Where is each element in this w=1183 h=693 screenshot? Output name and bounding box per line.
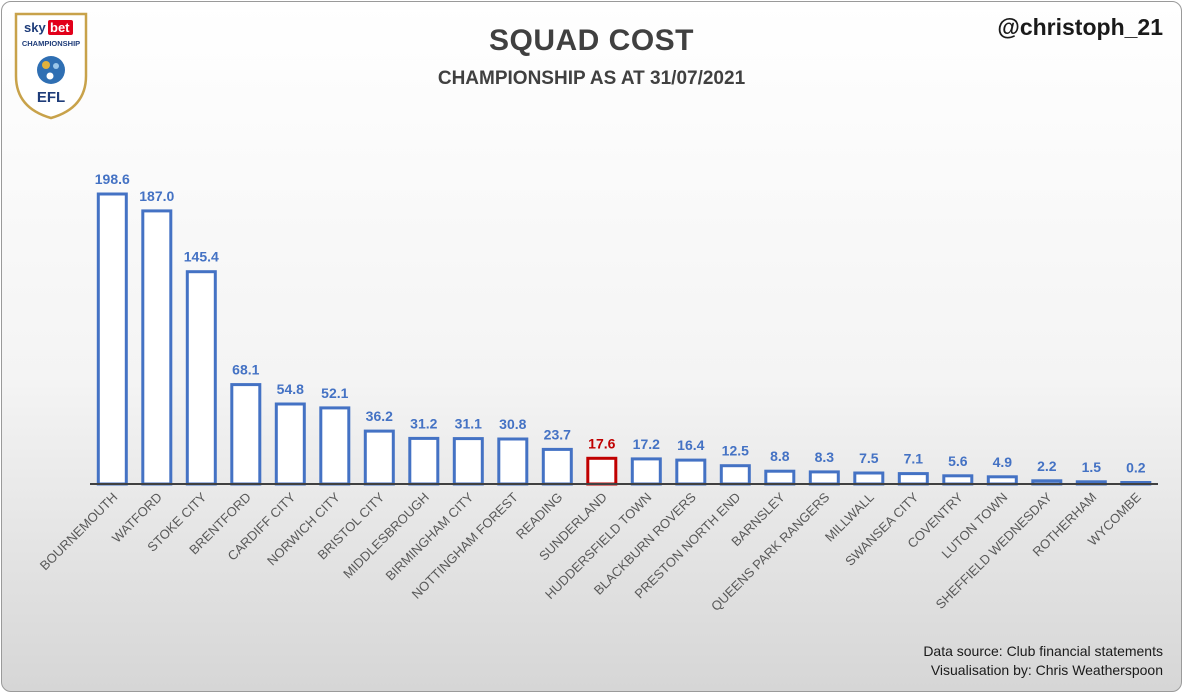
bar-value-label: 198.6	[95, 171, 130, 187]
bar	[719, 464, 751, 486]
logo-text-bet: bet	[50, 20, 70, 35]
logo-text-sky: sky	[24, 20, 46, 35]
bar-value-label: 31.2	[410, 415, 437, 431]
bar-value-label: 36.2	[366, 408, 393, 424]
bar-value-label: 30.8	[499, 416, 526, 432]
bar-value-label: 0.2	[1126, 460, 1146, 476]
author-handle: @christoph_21	[997, 14, 1163, 40]
bar-value-label: 17.2	[633, 436, 660, 452]
bar	[452, 437, 484, 486]
source-note: Data source: Club financial statements V…	[923, 642, 1163, 680]
category-label: BOURNEMOUTH	[37, 490, 121, 574]
bar	[764, 469, 796, 486]
bar	[319, 406, 351, 486]
bar-value-label: 187.0	[139, 188, 174, 204]
bar	[185, 270, 217, 486]
chart-subtitle: CHAMPIONSHIP AS AT 31/07/2021	[437, 68, 746, 89]
bar-value-label: 1.5	[1082, 459, 1102, 475]
chart-title: SQUAD COST	[488, 24, 694, 57]
bar	[630, 457, 662, 486]
bar-value-label: 68.1	[232, 362, 259, 378]
visualisation-credit-text: Visualisation by: Chris Weatherspoon	[930, 662, 1163, 678]
bar	[586, 456, 618, 486]
bar	[675, 458, 707, 486]
bar-value-label: 8.8	[770, 448, 790, 464]
bar-value-label: 2.2	[1037, 458, 1057, 474]
bar	[230, 383, 262, 486]
bar	[897, 472, 929, 486]
bar-value-label: 12.5	[722, 443, 749, 459]
bar-value-label: 7.5	[859, 450, 879, 466]
bar-value-label: 5.6	[948, 453, 968, 469]
logo-text-efl: EFL	[37, 89, 65, 106]
bar	[942, 474, 974, 486]
bar-value-label: 7.1	[904, 451, 924, 467]
bar-value-label: 145.4	[184, 249, 219, 265]
bar	[541, 447, 573, 486]
sky-bet-championship-logo: sky bet CHAMPIONSHIP EFL	[14, 12, 88, 120]
logo-text-championship: CHAMPIONSHIP	[22, 39, 80, 48]
bar-value-label: 4.9	[993, 454, 1013, 470]
bar	[408, 436, 440, 486]
category-label: MIDDLESBROUGH	[340, 490, 432, 582]
bar-value-label: 52.1	[321, 385, 348, 401]
bar	[497, 437, 529, 486]
bar-value-label: 23.7	[544, 426, 571, 442]
bar-value-label: 54.8	[277, 381, 304, 397]
bar	[141, 209, 173, 486]
bar	[363, 429, 395, 486]
data-source-text: Data source: Club financial statements	[923, 643, 1163, 659]
bar-value-label: 31.1	[455, 416, 482, 432]
bar-value-label: 17.6	[588, 435, 615, 451]
bar	[96, 192, 128, 486]
bar	[986, 475, 1018, 486]
bar	[808, 470, 840, 486]
bar	[853, 471, 885, 486]
bar	[274, 402, 306, 486]
bar-value-label: 16.4	[677, 437, 704, 453]
bar-value-label: 8.3	[815, 449, 835, 465]
